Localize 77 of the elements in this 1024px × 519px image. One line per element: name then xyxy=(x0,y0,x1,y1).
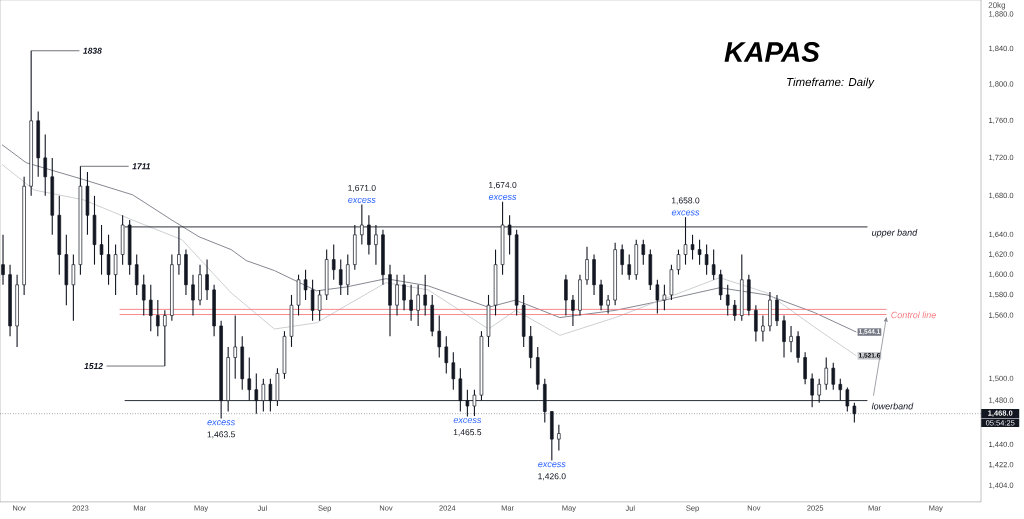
candlestick xyxy=(761,314,765,343)
candlestick xyxy=(416,284,420,327)
candlestick xyxy=(156,299,160,337)
candlestick xyxy=(141,274,146,317)
candlestick xyxy=(317,289,322,322)
candlestick xyxy=(754,304,758,343)
candlestick xyxy=(191,274,195,317)
candlestick xyxy=(571,294,575,327)
candlestick xyxy=(711,249,716,281)
candlestick xyxy=(423,274,427,317)
candlestick xyxy=(233,314,237,380)
annotation: 1,671.0 xyxy=(348,184,376,192)
candlestick xyxy=(331,244,336,281)
candlestick xyxy=(704,244,709,276)
series-label: Control line xyxy=(891,311,936,319)
annotation: 1,426.0 xyxy=(538,473,566,481)
candlestick xyxy=(690,234,695,261)
candlestick xyxy=(149,284,153,332)
candlestick xyxy=(585,246,589,286)
candlestick xyxy=(113,244,118,296)
candlestick xyxy=(338,258,343,296)
candlestick xyxy=(697,239,702,266)
candlestick xyxy=(627,253,631,281)
candlestick xyxy=(346,253,350,296)
candlestick xyxy=(564,274,568,317)
candlestick xyxy=(557,424,561,451)
annotation: 1,465.5 xyxy=(453,429,482,437)
candlestick xyxy=(641,239,646,266)
y-axis-title: 20kg xyxy=(988,2,1006,10)
candlestick xyxy=(451,351,456,391)
candlestick xyxy=(444,335,449,374)
candlestick xyxy=(310,279,315,322)
candlestick xyxy=(1,234,5,286)
annotation: 1,674.0 xyxy=(489,181,517,189)
candlestick xyxy=(831,362,836,391)
text: Timeframe: Daily xyxy=(787,77,875,89)
candlestick xyxy=(43,134,47,197)
candlestick xyxy=(662,284,667,311)
candlestick xyxy=(620,244,624,276)
candlestick xyxy=(134,253,139,296)
annotation: excess xyxy=(671,210,700,216)
candlestick xyxy=(395,274,399,317)
candlestick xyxy=(676,249,681,276)
annotation: 1,463.5 xyxy=(207,431,235,439)
candlestick xyxy=(409,284,413,322)
candlestick xyxy=(437,314,442,359)
candlestick xyxy=(528,325,533,369)
annotation: 1512 xyxy=(84,363,103,370)
candlestick xyxy=(803,351,807,385)
candlestick xyxy=(782,314,786,359)
candlestick xyxy=(99,224,104,276)
series-label: upper band xyxy=(872,229,918,238)
annotation: excess xyxy=(538,462,566,468)
candlestick xyxy=(205,258,209,301)
candlestick xyxy=(733,299,737,322)
candlestick xyxy=(106,234,111,286)
series-label: lowerband xyxy=(871,402,914,410)
candlestick xyxy=(775,294,779,327)
candlestick xyxy=(725,284,730,317)
candlestick xyxy=(606,294,610,315)
candlestick xyxy=(71,253,76,322)
candlestick xyxy=(796,330,800,364)
annotation: 1838 xyxy=(83,47,102,54)
candlestick xyxy=(303,269,308,301)
annotation: excess xyxy=(348,197,376,203)
candlestick xyxy=(718,269,723,301)
annotation: excess xyxy=(453,418,482,424)
annotation: 1,658.0 xyxy=(671,197,700,205)
candlestick xyxy=(789,325,793,353)
annotation: excess xyxy=(207,420,235,426)
candlestick xyxy=(402,274,406,311)
candlestick xyxy=(655,279,660,315)
candlestick xyxy=(599,279,603,311)
annotation: excess xyxy=(488,195,517,200)
candlestick xyxy=(824,356,828,391)
annotation: 1711 xyxy=(132,163,151,170)
text: KAPAS xyxy=(724,42,820,62)
